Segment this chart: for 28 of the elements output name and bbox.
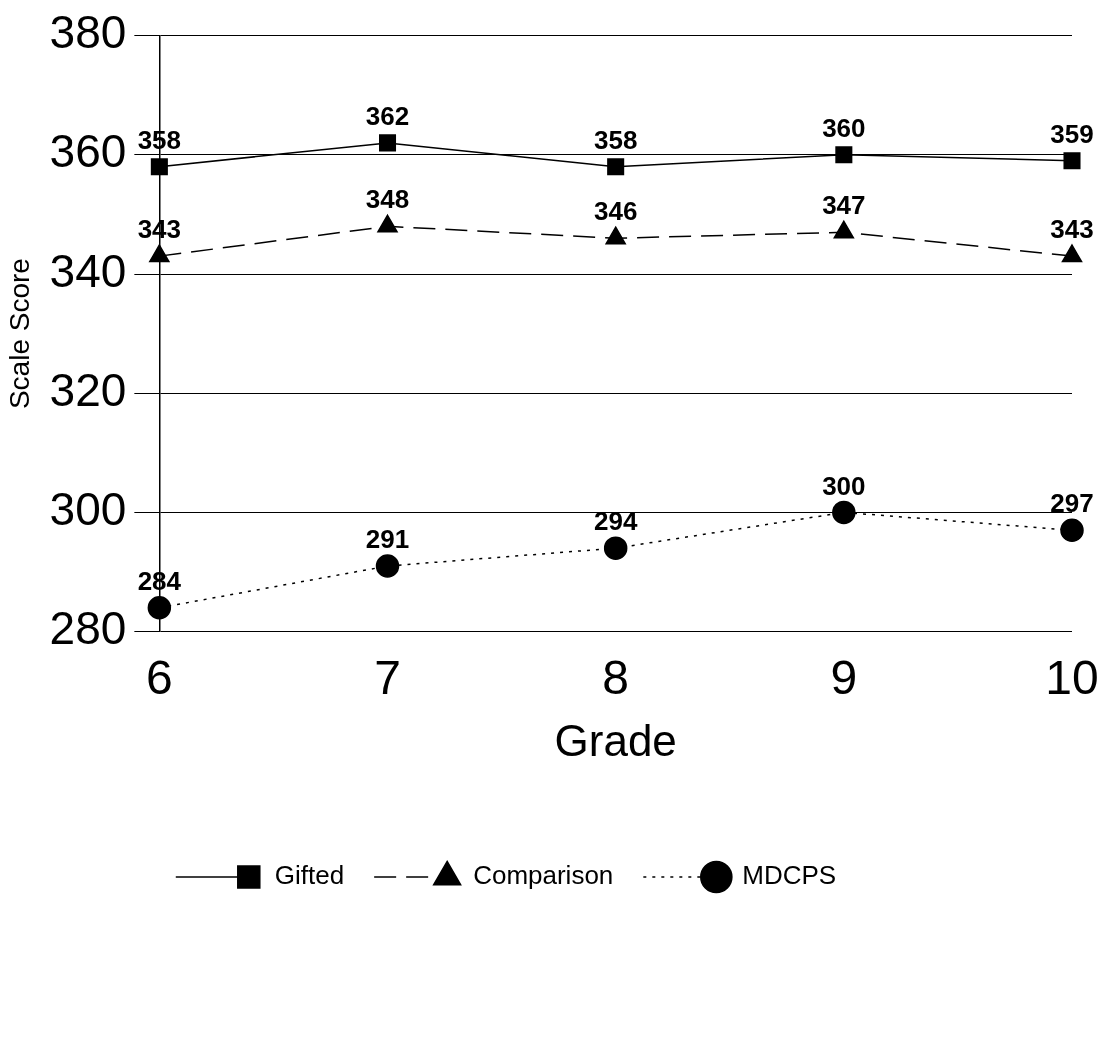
legend-label: Comparison xyxy=(473,860,614,891)
data-label: 343 xyxy=(1050,214,1094,245)
data-label: 291 xyxy=(365,524,410,555)
legend-label: MDCPS xyxy=(742,860,837,891)
x-tick-label: 10 xyxy=(1045,650,1099,704)
y-tick-label: 360 xyxy=(49,125,127,178)
data-label: 359 xyxy=(1050,118,1094,149)
data-label: 297 xyxy=(1050,488,1094,519)
y-tick-label: 300 xyxy=(49,483,127,536)
y-tick-label: 320 xyxy=(49,363,127,416)
x-tick-label: 7 xyxy=(374,650,401,704)
y-tick-label: 280 xyxy=(49,602,127,655)
data-label: 358 xyxy=(593,124,638,155)
x-tick-label: 8 xyxy=(602,650,630,704)
data-label: 294 xyxy=(593,506,638,537)
data-label: 360 xyxy=(822,112,866,143)
data-label: 362 xyxy=(365,101,410,132)
x-axis-title: Grade xyxy=(554,715,677,765)
x-tick-label: 9 xyxy=(830,650,858,704)
data-label: 300 xyxy=(822,470,866,501)
data-label: 347 xyxy=(822,190,866,221)
data-label: 348 xyxy=(365,184,410,215)
legend-label: Gifted xyxy=(274,860,345,891)
y-tick-label: 340 xyxy=(49,244,127,297)
x-tick-label: 6 xyxy=(146,650,173,704)
data-label: 346 xyxy=(593,196,638,227)
y-tick-label: 380 xyxy=(49,6,127,59)
y-axis-title: Scale Score xyxy=(3,258,35,410)
